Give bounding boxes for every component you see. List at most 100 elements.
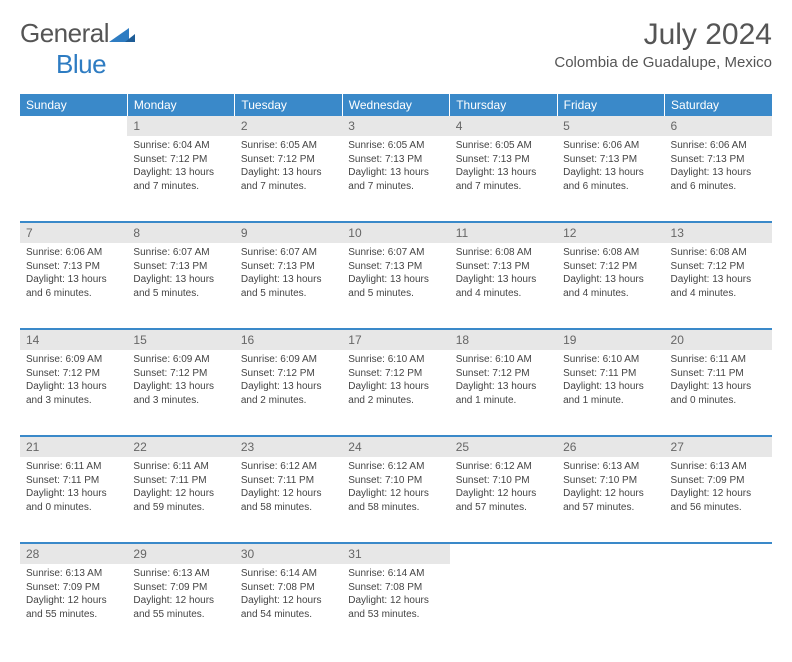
- day-cell: Sunrise: 6:09 AMSunset: 7:12 PMDaylight:…: [127, 350, 234, 436]
- day-cell: Sunrise: 6:08 AMSunset: 7:12 PMDaylight:…: [557, 243, 664, 329]
- daylight-line: Daylight: 13 hours and 0 minutes.: [26, 487, 121, 514]
- day-cell: Sunrise: 6:13 AMSunset: 7:09 PMDaylight:…: [665, 457, 772, 543]
- day-number-cell: 10: [342, 222, 449, 243]
- day-cell: Sunrise: 6:11 AMSunset: 7:11 PMDaylight:…: [665, 350, 772, 436]
- day-number-cell: 14: [20, 329, 127, 350]
- calendar-body: 123456Sunrise: 6:04 AMSunset: 7:12 PMDay…: [20, 116, 772, 650]
- month-title: July 2024: [554, 18, 772, 52]
- sunset-line: Sunset: 7:12 PM: [563, 260, 658, 274]
- daylight-line: Daylight: 12 hours and 55 minutes.: [133, 594, 228, 621]
- sunset-line: Sunset: 7:08 PM: [348, 581, 443, 595]
- day-cell: Sunrise: 6:12 AMSunset: 7:10 PMDaylight:…: [450, 457, 557, 543]
- daylight-line: Daylight: 13 hours and 3 minutes.: [133, 380, 228, 407]
- day-number: 10: [342, 223, 449, 243]
- calendar-header-row: SundayMondayTuesdayWednesdayThursdayFrid…: [20, 94, 772, 116]
- daynum-row: 21222324252627: [20, 436, 772, 457]
- day-number-cell: 24: [342, 436, 449, 457]
- empty-cell: [557, 564, 664, 650]
- daylight-line: Daylight: 12 hours and 59 minutes.: [133, 487, 228, 514]
- day-cell: Sunrise: 6:10 AMSunset: 7:12 PMDaylight:…: [342, 350, 449, 436]
- day-number: 14: [20, 330, 127, 350]
- day-details: Sunrise: 6:07 AMSunset: 7:13 PMDaylight:…: [342, 243, 449, 306]
- daylight-line: Daylight: 12 hours and 57 minutes.: [456, 487, 551, 514]
- sunrise-line: Sunrise: 6:07 AM: [348, 246, 443, 260]
- day-number: 3: [342, 116, 449, 136]
- day-cell: Sunrise: 6:05 AMSunset: 7:13 PMDaylight:…: [342, 136, 449, 222]
- day-number: 18: [450, 330, 557, 350]
- day-number-cell: 29: [127, 543, 234, 564]
- sunrise-line: Sunrise: 6:14 AM: [348, 567, 443, 581]
- day-number-cell: 18: [450, 329, 557, 350]
- daylight-line: Daylight: 13 hours and 4 minutes.: [563, 273, 658, 300]
- day-details: Sunrise: 6:10 AMSunset: 7:12 PMDaylight:…: [342, 350, 449, 413]
- daynum-row: 123456: [20, 116, 772, 136]
- day-details: Sunrise: 6:14 AMSunset: 7:08 PMDaylight:…: [235, 564, 342, 627]
- sunrise-line: Sunrise: 6:09 AM: [241, 353, 336, 367]
- day-number-cell: 20: [665, 329, 772, 350]
- day-number: 6: [665, 116, 772, 136]
- day-details: Sunrise: 6:12 AMSunset: 7:10 PMDaylight:…: [450, 457, 557, 520]
- day-number: 19: [557, 330, 664, 350]
- sunset-line: Sunset: 7:09 PM: [26, 581, 121, 595]
- day-cell: Sunrise: 6:10 AMSunset: 7:11 PMDaylight:…: [557, 350, 664, 436]
- day-number: 26: [557, 437, 664, 457]
- day-number: 20: [665, 330, 772, 350]
- day-details: Sunrise: 6:08 AMSunset: 7:12 PMDaylight:…: [557, 243, 664, 306]
- day-details: Sunrise: 6:09 AMSunset: 7:12 PMDaylight:…: [127, 350, 234, 413]
- day-number: 8: [127, 223, 234, 243]
- sunrise-line: Sunrise: 6:10 AM: [563, 353, 658, 367]
- day-cell: Sunrise: 6:06 AMSunset: 7:13 PMDaylight:…: [665, 136, 772, 222]
- day-cell: Sunrise: 6:13 AMSunset: 7:10 PMDaylight:…: [557, 457, 664, 543]
- weekday-header: Monday: [127, 94, 234, 116]
- empty-cell: [450, 543, 557, 564]
- day-cell: Sunrise: 6:08 AMSunset: 7:12 PMDaylight:…: [665, 243, 772, 329]
- sunset-line: Sunset: 7:10 PM: [456, 474, 551, 488]
- daylight-line: Daylight: 13 hours and 5 minutes.: [241, 273, 336, 300]
- daylight-line: Daylight: 13 hours and 4 minutes.: [671, 273, 766, 300]
- day-cell: Sunrise: 6:11 AMSunset: 7:11 PMDaylight:…: [127, 457, 234, 543]
- day-number-cell: 9: [235, 222, 342, 243]
- day-number-cell: 26: [557, 436, 664, 457]
- sunset-line: Sunset: 7:11 PM: [26, 474, 121, 488]
- daylight-line: Daylight: 12 hours and 53 minutes.: [348, 594, 443, 621]
- weekday-header: Sunday: [20, 94, 127, 116]
- sunrise-line: Sunrise: 6:11 AM: [133, 460, 228, 474]
- weekday-header: Friday: [557, 94, 664, 116]
- sunset-line: Sunset: 7:13 PM: [456, 153, 551, 167]
- daylight-line: Daylight: 13 hours and 1 minute.: [563, 380, 658, 407]
- day-cell: Sunrise: 6:06 AMSunset: 7:13 PMDaylight:…: [20, 243, 127, 329]
- sunrise-line: Sunrise: 6:06 AM: [563, 139, 658, 153]
- daylight-line: Daylight: 13 hours and 7 minutes.: [133, 166, 228, 193]
- day-number: 21: [20, 437, 127, 457]
- daynum-row: 78910111213: [20, 222, 772, 243]
- daylight-line: Daylight: 12 hours and 56 minutes.: [671, 487, 766, 514]
- sunset-line: Sunset: 7:12 PM: [671, 260, 766, 274]
- sunset-line: Sunset: 7:11 PM: [563, 367, 658, 381]
- day-details: Sunrise: 6:13 AMSunset: 7:09 PMDaylight:…: [127, 564, 234, 627]
- day-details: Sunrise: 6:11 AMSunset: 7:11 PMDaylight:…: [127, 457, 234, 520]
- day-number-cell: 23: [235, 436, 342, 457]
- day-cell: Sunrise: 6:10 AMSunset: 7:12 PMDaylight:…: [450, 350, 557, 436]
- day-cell: Sunrise: 6:13 AMSunset: 7:09 PMDaylight:…: [127, 564, 234, 650]
- day-number-cell: 3: [342, 116, 449, 136]
- empty-cell: [20, 136, 127, 222]
- day-number-cell: 30: [235, 543, 342, 564]
- brand-name-part2: Blue: [56, 49, 106, 80]
- day-details: Sunrise: 6:04 AMSunset: 7:12 PMDaylight:…: [127, 136, 234, 199]
- day-number: 31: [342, 544, 449, 564]
- day-cell: Sunrise: 6:11 AMSunset: 7:11 PMDaylight:…: [20, 457, 127, 543]
- calendar-table: SundayMondayTuesdayWednesdayThursdayFrid…: [20, 94, 772, 650]
- day-details: Sunrise: 6:12 AMSunset: 7:10 PMDaylight:…: [342, 457, 449, 520]
- sunrise-line: Sunrise: 6:04 AM: [133, 139, 228, 153]
- daylight-line: Daylight: 13 hours and 0 minutes.: [671, 380, 766, 407]
- sunrise-line: Sunrise: 6:13 AM: [671, 460, 766, 474]
- daylight-line: Daylight: 13 hours and 5 minutes.: [133, 273, 228, 300]
- day-number-cell: 28: [20, 543, 127, 564]
- daylight-line: Daylight: 13 hours and 5 minutes.: [348, 273, 443, 300]
- brand-name-part1: General: [20, 18, 109, 49]
- calendar-page: General July 2024 Colombia de Guadalupe,…: [0, 0, 792, 662]
- day-details: Sunrise: 6:09 AMSunset: 7:12 PMDaylight:…: [235, 350, 342, 413]
- day-details: Sunrise: 6:06 AMSunset: 7:13 PMDaylight:…: [557, 136, 664, 199]
- sunrise-line: Sunrise: 6:12 AM: [241, 460, 336, 474]
- daylight-line: Daylight: 13 hours and 3 minutes.: [26, 380, 121, 407]
